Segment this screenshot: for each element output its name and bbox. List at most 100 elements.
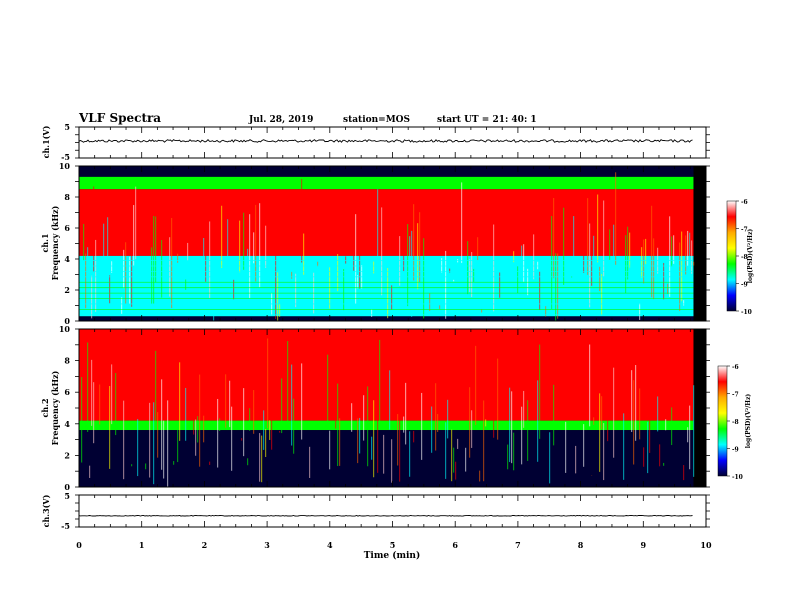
header-station: station=MOS xyxy=(343,115,410,125)
ch2-spectrogram-streak xyxy=(359,417,361,454)
ch1-spectrogram-streak xyxy=(155,216,157,283)
ch1-spectrogram-streak xyxy=(295,273,297,308)
ch1-spectrogram-streak xyxy=(615,172,617,265)
ch1-waveform-ticks xyxy=(75,126,710,159)
ch1-spectrogram-streak xyxy=(265,225,267,268)
ch1-spectrogram-streak xyxy=(685,235,687,275)
ch2-spectrogram-band xyxy=(79,430,694,487)
ch1-spectrogram-streak xyxy=(233,279,235,300)
ch2-spectrogram-streak xyxy=(217,398,219,468)
ch2-spectrogram-streak xyxy=(607,405,609,442)
ch1-spectrogram-band xyxy=(79,166,694,177)
time-axis-tick-label: 4 xyxy=(327,540,333,550)
ch2-spectrogram-streak xyxy=(445,422,447,479)
ch2-spectrogram-streak xyxy=(405,382,407,445)
ch1-spectrogram-streak xyxy=(587,198,589,275)
ch1-spectrogram-streak xyxy=(85,253,87,309)
ch1-spectrogram-streak xyxy=(641,247,643,278)
ch2-spectrogram-streak xyxy=(109,386,111,469)
ch1-spectrogram-streak xyxy=(413,204,415,281)
ch2-spectrogram-streak xyxy=(267,338,269,429)
ch1-spectrogram-streak xyxy=(359,212,361,289)
ch1-spectrogram-streak xyxy=(255,204,257,282)
ch2-colorbar-tick-label: -8 xyxy=(732,419,739,426)
ch1-spectrogram-streak xyxy=(373,261,375,274)
ch2-spectrogram-streak xyxy=(403,416,405,433)
ch2-spectrogram-streak xyxy=(635,365,637,441)
ch2-colorbar-ticks: -6 -7 -8 -9 -10 xyxy=(727,364,743,481)
ch1-waveform-ylabel: ch.1(V) xyxy=(41,125,51,158)
ch2-spectrogram-streak xyxy=(659,444,661,467)
ch1-spectrogram-streak xyxy=(689,232,691,314)
ch1-spectrogram-ytick-label: 4 xyxy=(64,254,70,264)
ch1-spectrogram-streak xyxy=(161,240,163,298)
ch2-spectrogram-streak xyxy=(413,430,415,443)
ch1-spectrogram-streak xyxy=(601,274,603,316)
ch1-colorbar-tick-label: -7 xyxy=(741,227,748,234)
ch2-spectrogram-streak xyxy=(435,383,437,451)
ch1-spectrogram-channel-label: ch.1 xyxy=(40,233,50,252)
ch1-spectrogram-streak xyxy=(243,212,245,270)
ch1-spectrogram-streak xyxy=(655,272,657,297)
ch1-spectrogram-streak xyxy=(639,303,641,320)
ch1-waveform-ytick-top: 5 xyxy=(64,122,70,132)
ch2-spectrogram-streak xyxy=(161,379,163,470)
header-start-time: start UT = 21: 40: 1 xyxy=(437,115,537,125)
time-axis-label: Time (min) xyxy=(364,550,421,561)
ch1-spectrogram-streak xyxy=(593,235,595,271)
ch1-spectrogram-streak xyxy=(453,279,455,282)
ch2-spectrogram-streak xyxy=(471,410,473,448)
ch2-spectrogram-streak xyxy=(111,364,113,425)
ch1-spectrogram-streak xyxy=(239,220,241,273)
ch1-spectrogram-streak xyxy=(357,275,359,289)
ch2-spectrogram-streak xyxy=(179,362,181,441)
ch2-spectrogram-streak xyxy=(565,421,567,473)
ch1-spectrogram-streak xyxy=(419,212,421,283)
ch2-spectrogram-streak xyxy=(455,461,457,480)
ch1-spectrogram-streak xyxy=(259,203,261,288)
ch1-spectrogram-streak xyxy=(493,224,495,312)
ch1-colorbar-scale xyxy=(726,200,737,312)
ch2-spectrogram-streak xyxy=(281,378,283,434)
ch1-spectrogram-streak xyxy=(135,186,137,260)
ch2-spectrogram-streak xyxy=(229,380,231,428)
ch2-spectrogram-streak xyxy=(465,447,467,472)
ch1-spectrogram-streak xyxy=(377,189,379,265)
ch1-spectrogram-streak xyxy=(277,272,279,321)
ch2-spectrogram-streak xyxy=(309,446,311,478)
ch2-colorbar-label: log(PSD)(V²/Hz) xyxy=(745,394,752,449)
ch1-spectrogram-streak xyxy=(667,283,669,295)
ch2-spectrogram-streak xyxy=(649,411,651,453)
ch1-spectrogram-streak xyxy=(131,227,133,307)
ch1-spectrogram-streak xyxy=(545,306,547,317)
ch1-spectrogram-streak xyxy=(523,244,525,282)
ch1-spectrogram-streak xyxy=(603,200,605,277)
ch1-spectrogram-streak xyxy=(203,238,205,280)
ch1-waveform-trace xyxy=(78,139,693,143)
ch1-spectrogram-streak xyxy=(643,239,645,284)
ch2-spectrogram-streak xyxy=(447,399,449,439)
ch2-spectrogram-streak xyxy=(167,400,169,487)
ch1-spectrogram-streak xyxy=(557,253,559,319)
ch1-spectrogram-streak xyxy=(91,275,93,319)
time-axis-tick-label: 3 xyxy=(264,540,270,550)
ch3-waveform-trace xyxy=(78,515,693,517)
ch1-spectrogram-streak xyxy=(539,271,541,310)
ch1-spectrogram-ytick-labels: 0 2 4 6 8 10 xyxy=(59,161,71,326)
ch1-spectrogram-streak xyxy=(563,207,565,285)
ch2-spectrogram-ytick-label: 0 xyxy=(64,482,70,492)
ch1-spectrogram-streak xyxy=(573,216,575,274)
ch1-spectrogram-streak xyxy=(279,303,281,317)
ch1-spectrogram-streak xyxy=(499,272,501,298)
ch2-spectrogram-streak xyxy=(363,395,365,441)
ch1-spectrogram-streak xyxy=(221,205,223,269)
ch2-spectrogram-streak xyxy=(287,341,289,428)
ch1-spectrogram-streak xyxy=(439,305,441,310)
ch1-spectrogram-streak xyxy=(651,205,653,298)
ch2-spectrogram-streak xyxy=(521,406,523,465)
ch1-waveform-panel: 5 -5 ch.1(V) xyxy=(41,122,710,162)
ch2-spectrogram-streak xyxy=(527,400,529,461)
ch1-spectrogram-streak xyxy=(253,232,255,264)
ch1-spectrogram-band xyxy=(79,316,694,321)
